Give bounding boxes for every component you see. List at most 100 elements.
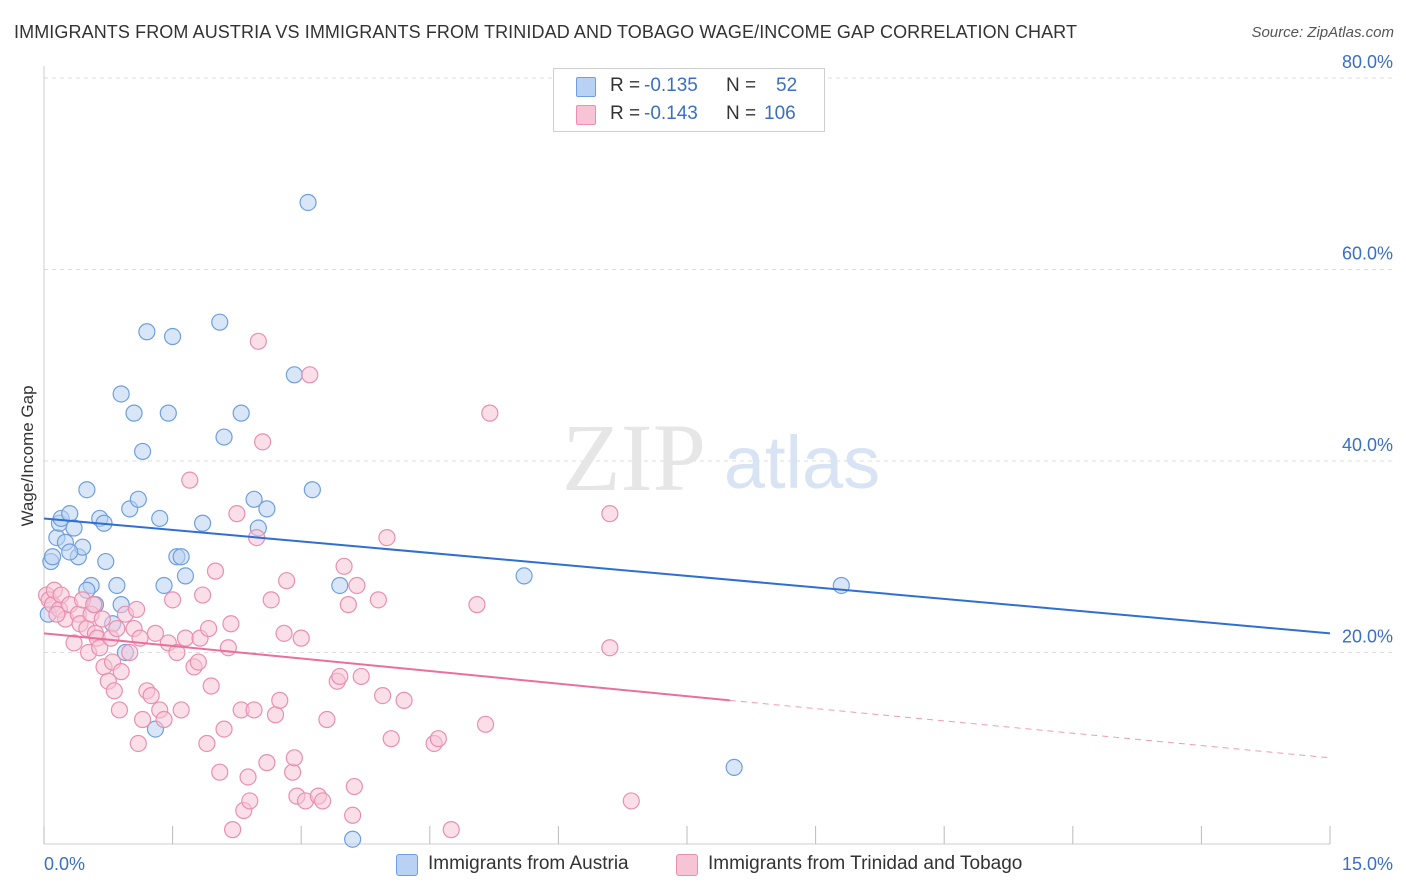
austria-point bbox=[299, 193, 317, 212]
austria-point bbox=[112, 385, 130, 403]
austria-point bbox=[285, 366, 303, 384]
axes bbox=[43, 66, 1331, 845]
trinidad-point bbox=[108, 619, 126, 638]
trinidad-point bbox=[110, 701, 129, 719]
trinidad-point bbox=[285, 749, 303, 767]
austria-point bbox=[245, 490, 263, 508]
n-label: N = bbox=[726, 75, 757, 96]
series-legend: Immigrants from Austria Immigrants from … bbox=[0, 850, 1406, 880]
trinidad-point bbox=[121, 643, 139, 662]
watermark-atlas: atlas bbox=[724, 421, 880, 504]
trinidad-point bbox=[271, 691, 289, 709]
legend-austria-swatch bbox=[396, 854, 418, 876]
stats-legend: R = -0.135 N = 52 R = -0.143 N = 106 bbox=[553, 68, 825, 132]
trinidad-point bbox=[476, 715, 495, 733]
austria-point bbox=[133, 442, 152, 461]
trinidad-point bbox=[378, 528, 396, 547]
r-label: R = bbox=[610, 75, 641, 96]
trinidad-point bbox=[348, 576, 366, 595]
austria-point bbox=[155, 576, 173, 595]
trinidad-point bbox=[275, 624, 293, 642]
r-value: -0.143 bbox=[644, 103, 698, 124]
trinidad-point bbox=[224, 821, 242, 839]
y-tick-label: 40.0% bbox=[1342, 435, 1393, 455]
trinidad-point bbox=[228, 505, 246, 523]
trinidad-point bbox=[374, 686, 392, 705]
x-tick-label: 0.0% bbox=[44, 854, 85, 874]
n-label: N = bbox=[726, 103, 757, 124]
trinidad-point bbox=[339, 596, 357, 614]
austria-point bbox=[232, 404, 250, 422]
chart-title: IMMIGRANTS FROM AUSTRIA VS IMMIGRANTS FR… bbox=[14, 22, 1078, 42]
trinidad-point bbox=[442, 821, 460, 839]
r-label: R = bbox=[610, 103, 641, 124]
grid-lines bbox=[44, 77, 1394, 653]
legend-trinidad-label: Immigrants from Trinidad and Tobago bbox=[708, 853, 1023, 874]
trinidad-point bbox=[85, 596, 103, 614]
trinidad-point bbox=[164, 591, 182, 609]
trinidad-point bbox=[146, 624, 165, 642]
trinidad-point bbox=[211, 763, 229, 781]
austria-point bbox=[303, 481, 321, 499]
austria-point bbox=[331, 576, 349, 595]
trinidad-point bbox=[344, 806, 362, 824]
trinidad-point bbox=[93, 610, 111, 628]
trinidad-point bbox=[239, 768, 257, 786]
legend-trinidad-swatch bbox=[676, 854, 698, 876]
trinidad-point bbox=[105, 682, 123, 700]
trinidad-point bbox=[172, 701, 190, 719]
trinidad-point bbox=[318, 710, 336, 729]
trinidad-trend-extension bbox=[729, 699, 1331, 759]
trinidad-point bbox=[241, 792, 259, 810]
austria-point bbox=[129, 490, 147, 508]
trinidad-point bbox=[292, 629, 310, 647]
trinidad-point bbox=[622, 792, 640, 810]
y-axis-title: Wage/Income Gap bbox=[18, 385, 37, 526]
trinidad-point bbox=[601, 639, 619, 657]
trinidad-point bbox=[142, 686, 160, 705]
trinidad-point bbox=[219, 639, 237, 657]
watermark: ZIP atlas bbox=[562, 404, 880, 511]
austria-point bbox=[215, 428, 233, 446]
trinidad-point bbox=[352, 667, 370, 686]
austria-point bbox=[164, 327, 182, 346]
trinidad-point bbox=[198, 734, 216, 753]
austria-point bbox=[159, 404, 177, 422]
x-tick-label: 15.0% bbox=[1342, 854, 1393, 874]
trinidad-point bbox=[395, 691, 413, 709]
austria-point bbox=[65, 519, 83, 537]
trinidad-point bbox=[258, 754, 276, 772]
trinidad-point bbox=[468, 596, 486, 614]
trinidad-point bbox=[301, 366, 319, 384]
legend-austria-label: Immigrants from Austria bbox=[428, 853, 629, 874]
data-points bbox=[37, 193, 850, 848]
trinidad-point bbox=[112, 663, 130, 681]
trinidad-point bbox=[202, 677, 220, 695]
trinidad-point bbox=[189, 653, 207, 671]
trinidad-point bbox=[481, 404, 499, 422]
austria-point bbox=[78, 481, 96, 499]
austria-trend-line bbox=[43, 517, 1331, 635]
trend-lines bbox=[43, 517, 1331, 759]
trinidad-point bbox=[335, 557, 353, 575]
trinidad-point bbox=[245, 701, 263, 719]
tick-labels: 20.0% 40.0% 60.0% 80.0% 0.0% 15.0% bbox=[44, 52, 1393, 874]
trinidad-point bbox=[181, 471, 199, 489]
austria-point bbox=[172, 548, 190, 566]
austria-swatch bbox=[576, 77, 596, 97]
stats-row-austria: R = -0.135 N = 52 bbox=[554, 72, 824, 100]
austria-point bbox=[125, 404, 143, 422]
trinidad-point bbox=[601, 505, 619, 523]
y-tick-label: 60.0% bbox=[1342, 244, 1393, 264]
trinidad-trend-line bbox=[43, 632, 730, 702]
trinidad-point bbox=[284, 763, 302, 781]
austria-point bbox=[725, 758, 743, 777]
trinidad-point bbox=[345, 777, 363, 796]
n-value: 52 bbox=[776, 75, 798, 96]
trinidad-point bbox=[278, 572, 296, 590]
austria-point bbox=[194, 514, 212, 532]
austria-point bbox=[176, 567, 195, 585]
trinidad-point bbox=[206, 562, 225, 580]
trinidad-point bbox=[127, 600, 146, 619]
